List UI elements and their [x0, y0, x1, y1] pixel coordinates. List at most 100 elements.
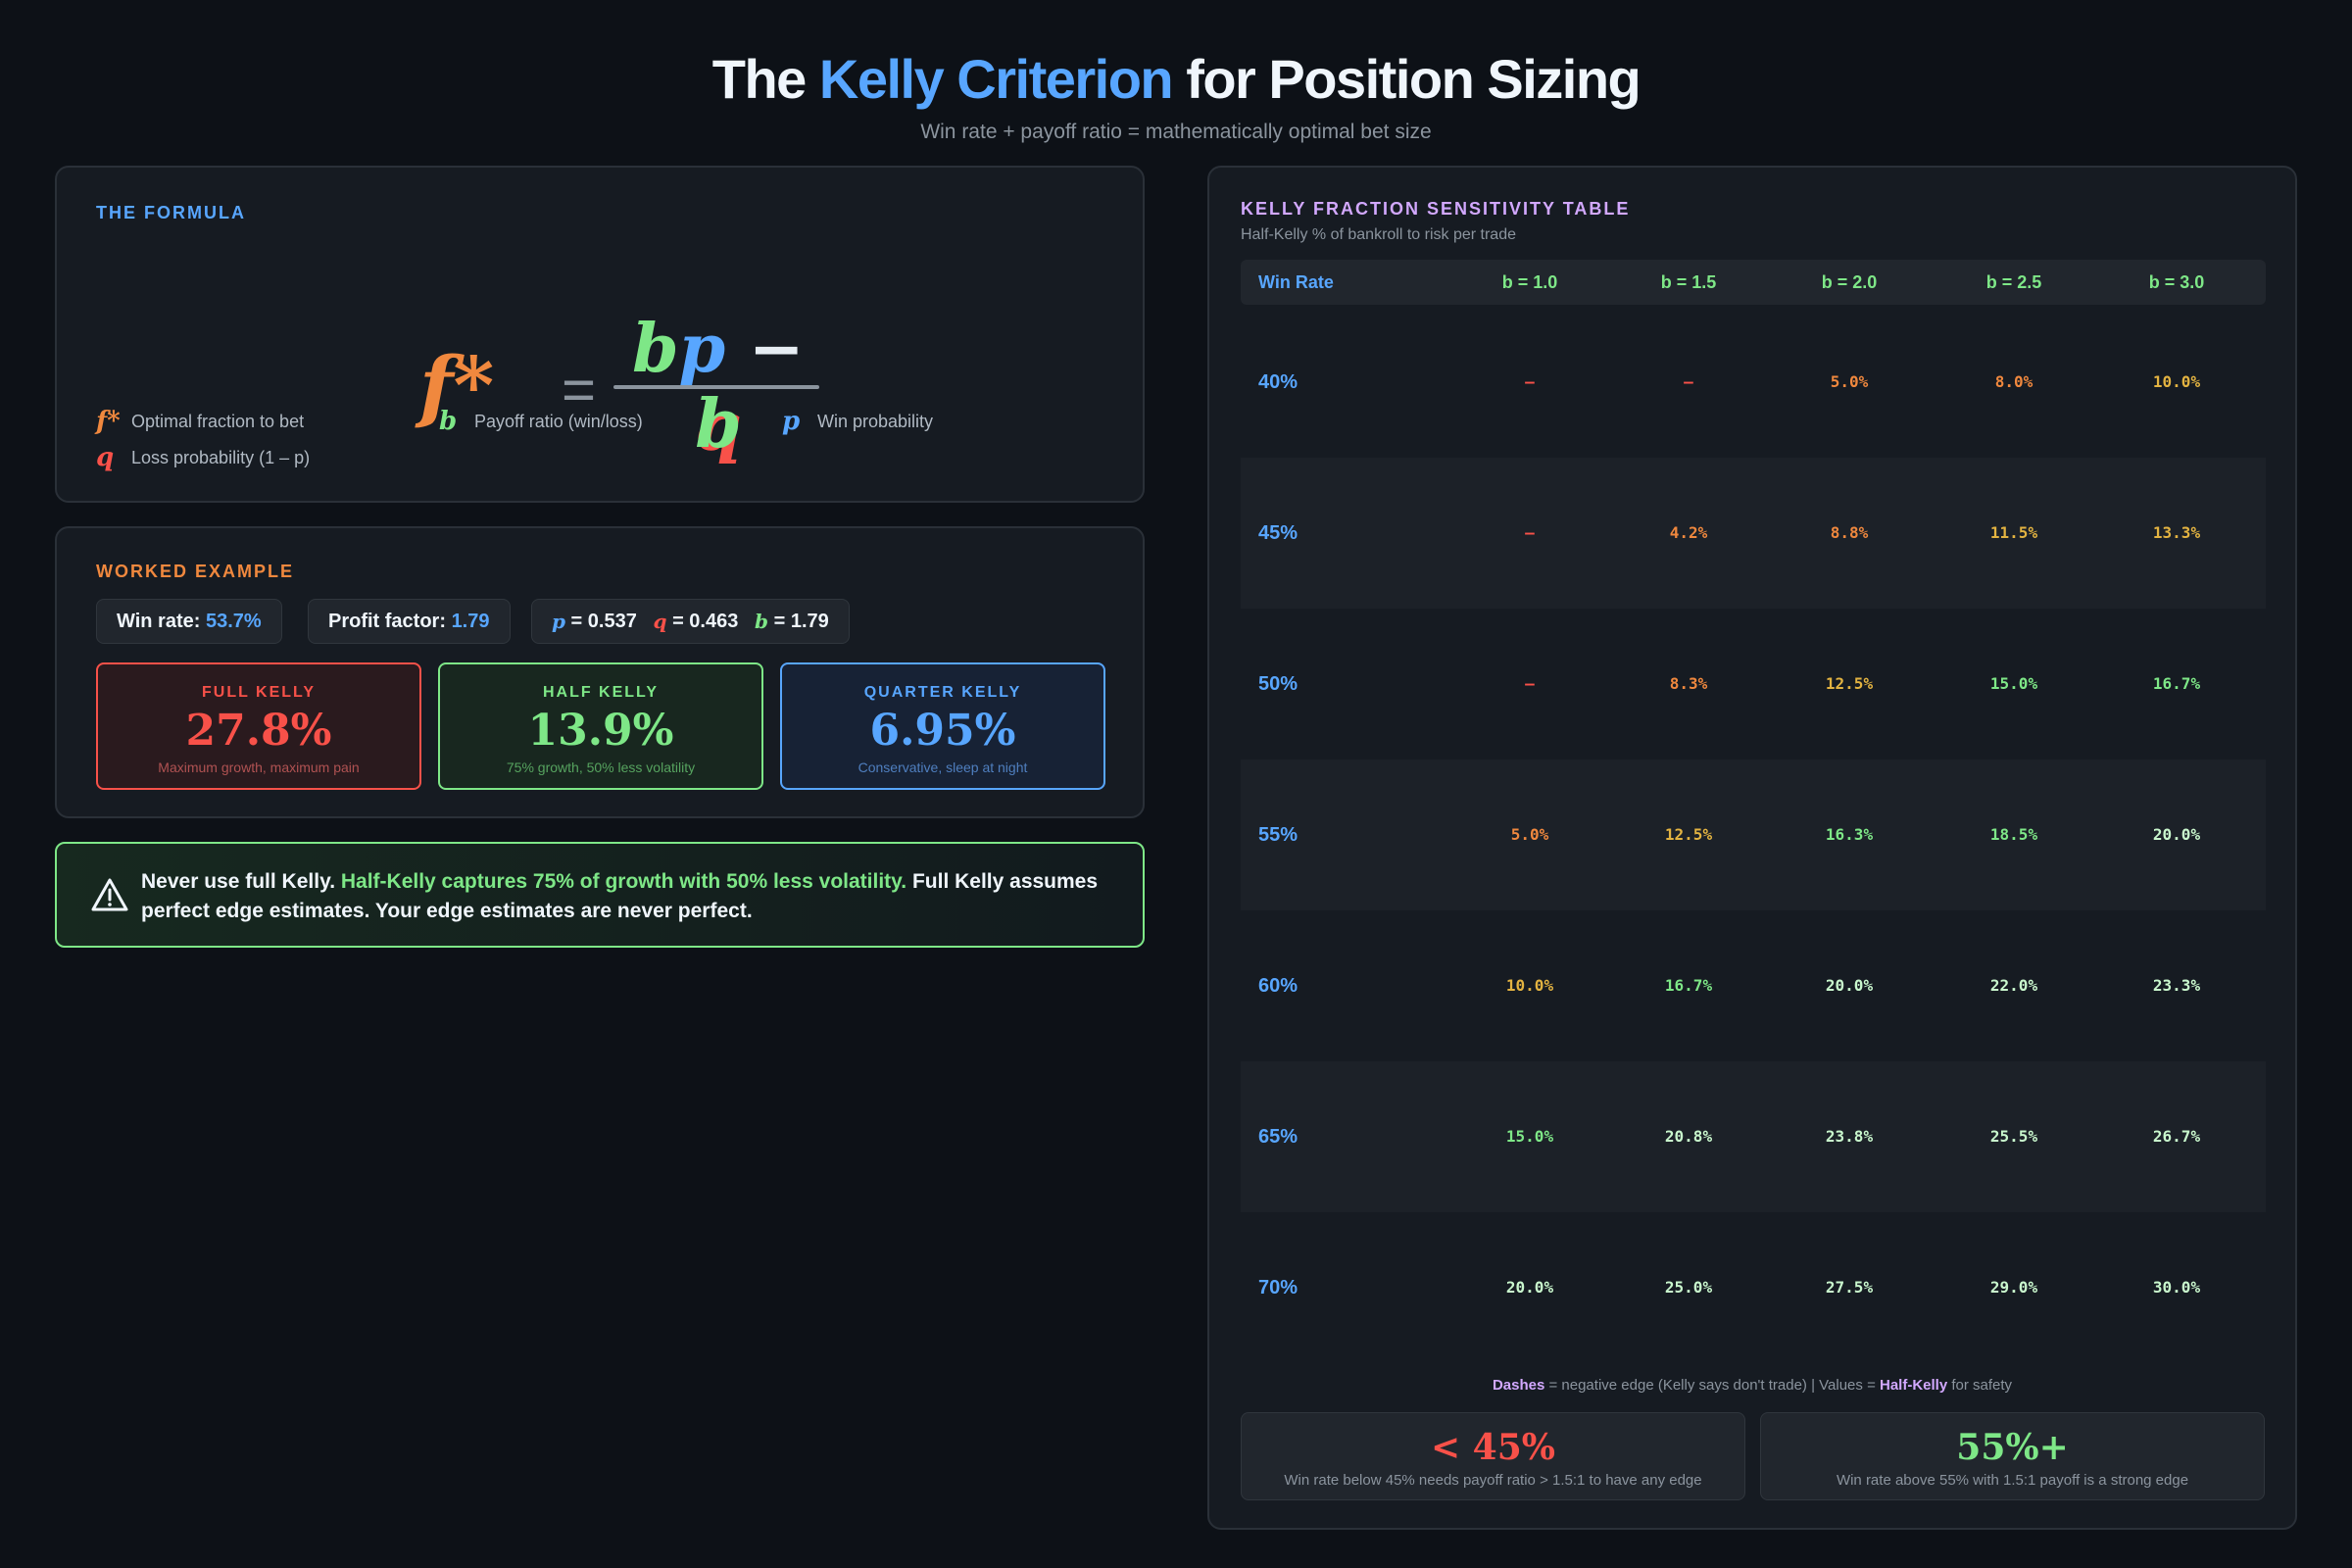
table-row: 40% – – 5.0% 8.0% 10.0% — [1241, 307, 2266, 458]
header-col: b = 1.5 — [1660, 272, 1717, 292]
table-cell: – — [1525, 523, 1535, 542]
table-cell: 25.0% — [1664, 1278, 1713, 1297]
table-cell: 8.8% — [1830, 523, 1869, 542]
formula-panel: THE FORMULA f* = bp − q b f* Optimal fra… — [55, 166, 1145, 503]
table-cell: 8.3% — [1669, 674, 1708, 693]
row-win-rate-label: 65% — [1258, 1126, 1298, 1148]
table-row: 65% 15.0% 20.8% 23.8% 25.5% 26.7% — [1241, 1061, 2266, 1212]
row-win-rate-label: 40% — [1258, 371, 1298, 393]
num-minus: − — [725, 310, 805, 388]
half-kelly-label: HALF KELLY — [542, 684, 660, 701]
full-kelly-card: FULL KELLY 27.8% Maximum growth, maximum… — [96, 662, 421, 790]
header-win-rate: Win Rate — [1258, 272, 1334, 292]
quarter-kelly-label: QUARTER KELLY — [863, 684, 1022, 701]
table-cell: 5.0% — [1510, 825, 1549, 844]
win-rate-value: 53.7% — [205, 610, 262, 632]
num-p: p — [678, 310, 726, 388]
full-kelly-value: 27.8% — [185, 706, 332, 756]
table-row: 70% 20.0% 25.0% 27.5% 29.0% 30.0% — [1241, 1212, 2266, 1363]
table-header-row: Win Rate b = 1.0 b = 1.5 b = 2.0 b = 2.5… — [1241, 260, 2266, 305]
table-cell: 22.0% — [1989, 976, 2038, 995]
footnote-dash-text: = negative edge (Kelly says don't trade)… — [1544, 1377, 1880, 1394]
b-val: = 1.79 — [773, 610, 829, 632]
profit-factor-label: Profit factor: — [328, 610, 446, 632]
formula-equals: = — [562, 357, 597, 422]
table-cell: 16.7% — [1664, 976, 1713, 995]
half-kelly-value: 13.9% — [527, 706, 674, 756]
p-sym: p — [552, 610, 565, 633]
num-b: b — [632, 310, 679, 388]
quarter-kelly-desc: Conservative, sleep at night — [858, 760, 1028, 775]
title-pre: The — [711, 48, 808, 110]
kelly-formula: f* = bp − q b — [57, 236, 1143, 466]
table-cell: 10.0% — [1505, 976, 1554, 995]
table-cell: 12.5% — [1664, 825, 1713, 844]
table-cell: 20.8% — [1664, 1127, 1713, 1146]
row-win-rate-label: 70% — [1258, 1277, 1298, 1298]
legend-sym-f: f* — [96, 407, 121, 436]
row-win-rate-label: 55% — [1258, 824, 1298, 846]
profit-factor-value: 1.79 — [451, 610, 490, 632]
table-row: 50% – 8.3% 12.5% 15.0% 16.7% — [1241, 609, 2266, 760]
title-accent: Kelly Criterion — [818, 48, 1174, 110]
header-col: b = 2.0 — [1821, 272, 1878, 292]
num-q: q — [695, 388, 742, 466]
legend-sym-p: p — [782, 407, 801, 436]
table-cell: 27.5% — [1825, 1278, 1874, 1297]
legend-item-p: p Win probability — [782, 407, 933, 436]
stat-low-desc: Win rate below 45% needs payoff ratio > … — [1284, 1472, 1702, 1489]
table-cell: 16.7% — [2152, 674, 2201, 693]
legend-item-b: b Payoff ratio (win/loss) — [439, 407, 643, 436]
table-cell: 15.0% — [1505, 1127, 1554, 1146]
table-cell: 25.5% — [1989, 1127, 2038, 1146]
table-row: 45% – 4.2% 8.8% 11.5% 13.3% — [1241, 458, 2266, 609]
q-val: = 0.463 — [672, 610, 739, 632]
table-cell: 20.0% — [1825, 976, 1874, 995]
full-kelly-label: FULL KELLY — [201, 684, 316, 701]
row-win-rate-label: 50% — [1258, 673, 1298, 695]
quarter-kelly-value: 6.95% — [869, 706, 1016, 756]
formula-denominator: b — [695, 385, 742, 464]
legend-item-f: f* Optimal fraction to bet — [96, 407, 304, 436]
table-cell: – — [1684, 372, 1693, 391]
table-cell: 10.0% — [2152, 372, 2201, 391]
header-col: b = 1.0 — [1501, 272, 1558, 292]
table-subtitle: Half-Kelly % of bankroll to risk per tra… — [1241, 226, 1516, 243]
footnote-hk-text: for safety — [1947, 1377, 2013, 1394]
win-rate-pill: Win rate: 53.7% — [96, 599, 282, 644]
table-cell: 23.8% — [1825, 1127, 1874, 1146]
legend-text-f: Optimal fraction to bet — [131, 411, 305, 431]
page-header: The Kelly Criterion for Position Sizing … — [0, 47, 2352, 144]
warning-callout: Never use full Kelly. Half-Kelly capture… — [55, 842, 1145, 948]
win-rate-label: Win rate: — [117, 610, 201, 632]
legend-item-q: q Loss probability (1 – p) — [96, 443, 310, 472]
table-cell: 13.3% — [2152, 523, 2201, 542]
row-win-rate-label: 60% — [1258, 975, 1298, 997]
variables-pill: p = 0.537 q = 0.463 b = 1.79 — [531, 599, 850, 644]
table-row: 55% 5.0% 12.5% 16.3% 18.5% 20.0% — [1241, 760, 2266, 910]
stat-box-low: < 45% Win rate below 45% needs payoff ra… — [1241, 1412, 1745, 1500]
worked-example-panel: WORKED EXAMPLE Win rate: 53.7% Profit fa… — [55, 526, 1145, 818]
table-cell: 15.0% — [1989, 674, 2038, 693]
table-row: 60% 10.0% 16.7% 20.0% 22.0% 23.3% — [1241, 910, 2266, 1061]
stat-high-value: 55%+ — [1956, 1427, 2069, 1468]
table-cell: – — [1525, 372, 1535, 391]
sensitivity-table-panel: KELLY FRACTION SENSITIVITY TABLE Half-Ke… — [1207, 166, 2297, 1530]
legend-text-p: Win probability — [817, 411, 934, 431]
half-kelly-card: HALF KELLY 13.9% 75% growth, 50% less vo… — [438, 662, 763, 790]
warning-lead: Never use full Kelly. — [141, 870, 341, 893]
table-cell: 11.5% — [1989, 523, 2038, 542]
table-label: KELLY FRACTION SENSITIVITY TABLE — [1241, 199, 1631, 219]
full-kelly-desc: Maximum growth, maximum pain — [158, 760, 360, 775]
page-subtitle: Win rate + payoff ratio = mathematically… — [920, 121, 1432, 143]
table-footnote: Dashes = negative edge (Kelly says don't… — [1209, 1377, 2295, 1394]
footnote-dashes: Dashes — [1492, 1377, 1545, 1394]
q-sym: q — [653, 610, 667, 633]
legend-text-q: Loss probability (1 – p) — [131, 447, 311, 467]
formula-lhs: f* — [419, 339, 495, 431]
fraction-bar — [613, 385, 819, 389]
legend-text-b: Payoff ratio (win/loss) — [474, 411, 643, 431]
header-col: b = 3.0 — [2148, 272, 2205, 292]
p-val: = 0.537 — [570, 610, 637, 632]
formula-numerator: bp − q — [615, 310, 821, 466]
